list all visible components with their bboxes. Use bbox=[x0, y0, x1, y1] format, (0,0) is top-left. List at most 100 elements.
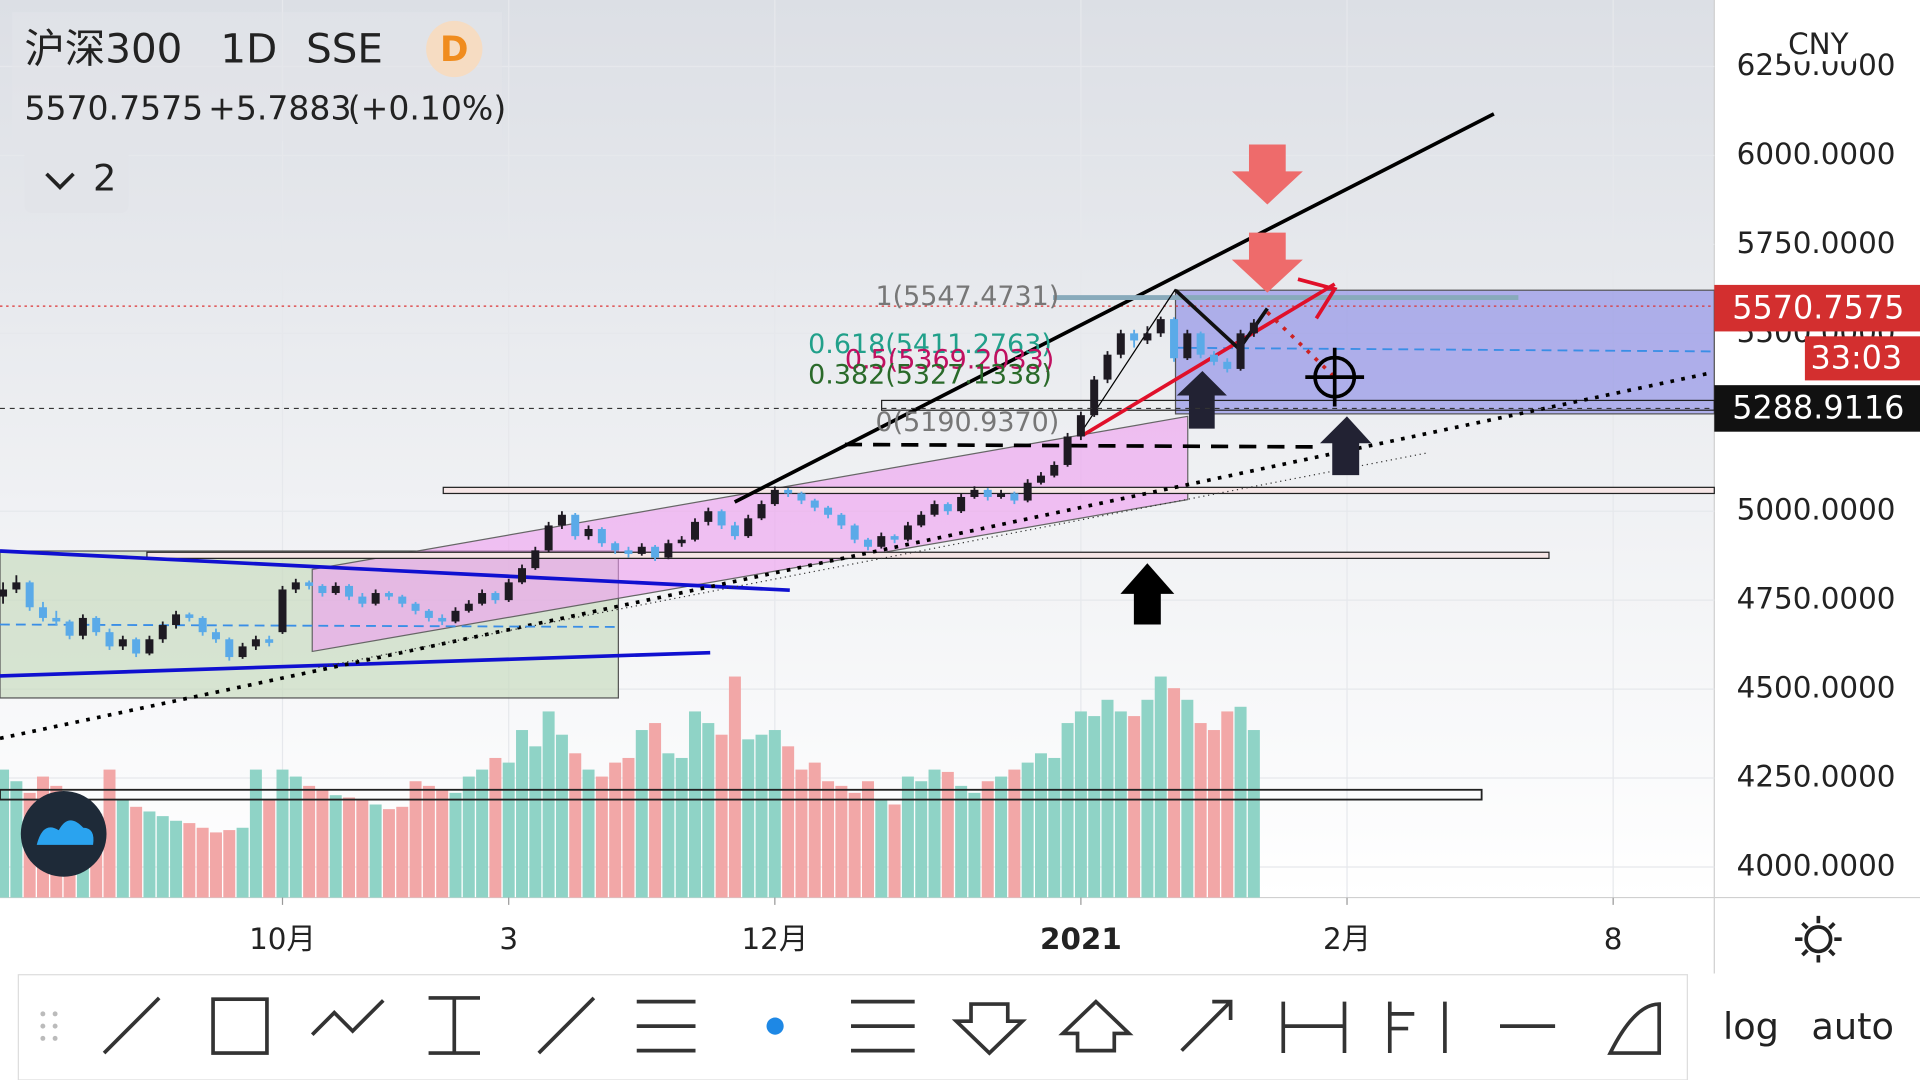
projection-line bbox=[1266, 310, 1336, 379]
volume-bar bbox=[1008, 769, 1021, 898]
trend-line bbox=[733, 112, 1495, 504]
candle-body bbox=[398, 596, 407, 604]
volume-bar bbox=[356, 799, 369, 898]
candle-body bbox=[371, 593, 380, 604]
volume-bar bbox=[1168, 688, 1181, 898]
cursor-price-label: 5288.9116 bbox=[1732, 389, 1904, 427]
tool-dot[interactable] bbox=[766, 1017, 784, 1035]
fib-trend bbox=[1083, 288, 1177, 429]
volume-bar bbox=[1088, 716, 1101, 898]
volume-bar bbox=[1061, 723, 1074, 898]
candle-body bbox=[611, 543, 620, 551]
symbol[interactable]: 沪深300 bbox=[24, 24, 182, 72]
candle-body bbox=[118, 639, 127, 647]
chart-background bbox=[0, 0, 1715, 898]
volume-bar bbox=[715, 734, 728, 898]
candle-body bbox=[92, 617, 101, 633]
candle-body bbox=[238, 646, 247, 658]
tool-path[interactable] bbox=[310, 999, 385, 1036]
candle-body bbox=[1090, 379, 1099, 416]
candle-body bbox=[1116, 333, 1125, 355]
candle-body bbox=[1236, 333, 1245, 369]
volume-bar bbox=[1234, 706, 1247, 898]
tool-fib[interactable] bbox=[636, 999, 696, 1053]
tool-arrow-down[interactable] bbox=[951, 1002, 1028, 1056]
candle-body bbox=[1143, 333, 1152, 341]
candle-body bbox=[52, 617, 61, 622]
layouts-button[interactable] bbox=[24, 143, 129, 214]
candle-body bbox=[1249, 322, 1258, 334]
x-tick-label: 2021 bbox=[1040, 922, 1122, 956]
badge-bg bbox=[426, 20, 483, 78]
settings-icon[interactable] bbox=[1795, 915, 1842, 963]
candle-body bbox=[704, 511, 713, 522]
candle-body bbox=[331, 585, 340, 594]
volume-bar bbox=[116, 799, 129, 898]
tool-arrow-up[interactable] bbox=[1058, 999, 1134, 1053]
candle-body bbox=[624, 550, 633, 554]
volume-bar bbox=[822, 781, 835, 898]
candle-body bbox=[1076, 415, 1085, 437]
candle-body bbox=[438, 617, 447, 622]
tool-date-range[interactable] bbox=[1281, 1001, 1347, 1054]
candle-body bbox=[1010, 493, 1019, 501]
trend-line bbox=[0, 549, 790, 593]
arrow-up bbox=[1320, 416, 1372, 476]
y-tick-label: 5000.0000 bbox=[1737, 493, 1896, 527]
auto-toggle[interactable]: auto bbox=[1811, 1005, 1894, 1048]
mid-line bbox=[0, 623, 619, 628]
y-tick-label: 5750.0000 bbox=[1737, 226, 1896, 260]
candle-body bbox=[970, 489, 979, 497]
countdown-label: 33:03 bbox=[1810, 339, 1902, 377]
candle-body bbox=[557, 514, 566, 526]
volume-bar bbox=[848, 792, 861, 898]
candle-body bbox=[1023, 482, 1032, 501]
tool-rect[interactable] bbox=[211, 997, 269, 1055]
interval[interactable]: 1D bbox=[220, 24, 277, 72]
tool-arrow[interactable] bbox=[1180, 999, 1233, 1052]
candle-body bbox=[1130, 333, 1139, 341]
volume-bar bbox=[489, 757, 502, 898]
volume-bar bbox=[1194, 723, 1207, 898]
volume-bar bbox=[941, 771, 954, 898]
volume-bar bbox=[915, 781, 928, 898]
volume-bar bbox=[755, 734, 768, 898]
volume-bar bbox=[476, 769, 489, 898]
volume-bar bbox=[742, 739, 755, 898]
volume-bar bbox=[130, 806, 143, 898]
candle-body bbox=[797, 493, 806, 501]
tool-channel[interactable] bbox=[537, 996, 596, 1055]
candle-body bbox=[744, 518, 753, 537]
cursor-price-tag bbox=[1714, 385, 1920, 432]
log-toggle[interactable]: log bbox=[1723, 1005, 1779, 1048]
candle-body bbox=[677, 539, 686, 544]
volume-bar bbox=[1247, 730, 1260, 898]
tool-curve[interactable] bbox=[1607, 1002, 1662, 1055]
candle-body bbox=[917, 514, 926, 526]
volume-bar bbox=[649, 723, 662, 898]
volume-bar bbox=[875, 799, 888, 898]
candle-body bbox=[824, 507, 833, 515]
candle-body bbox=[172, 614, 181, 626]
y-tick-label: 4000.0000 bbox=[1737, 848, 1896, 882]
layouts-count[interactable]: 2 bbox=[93, 157, 116, 200]
candle-body bbox=[664, 543, 673, 558]
last-price-tag bbox=[1714, 284, 1920, 332]
candle-body bbox=[464, 603, 473, 611]
tool-price-range[interactable] bbox=[1387, 1001, 1447, 1054]
tool-measure[interactable] bbox=[428, 996, 480, 1055]
volume-bar bbox=[995, 776, 1008, 898]
level-box bbox=[442, 486, 1715, 495]
candle-body bbox=[65, 621, 74, 636]
tool-line[interactable] bbox=[102, 996, 161, 1055]
candle-body bbox=[1183, 333, 1192, 359]
candle-body bbox=[198, 617, 207, 633]
volume-bar bbox=[768, 730, 781, 898]
fib-label: 0(5190.9370) bbox=[876, 407, 1060, 438]
volume-bar bbox=[1048, 757, 1061, 898]
candle-body bbox=[1196, 333, 1205, 355]
candle-body bbox=[730, 525, 739, 537]
candle-body bbox=[1209, 354, 1218, 362]
tool-levels[interactable] bbox=[851, 999, 915, 1053]
